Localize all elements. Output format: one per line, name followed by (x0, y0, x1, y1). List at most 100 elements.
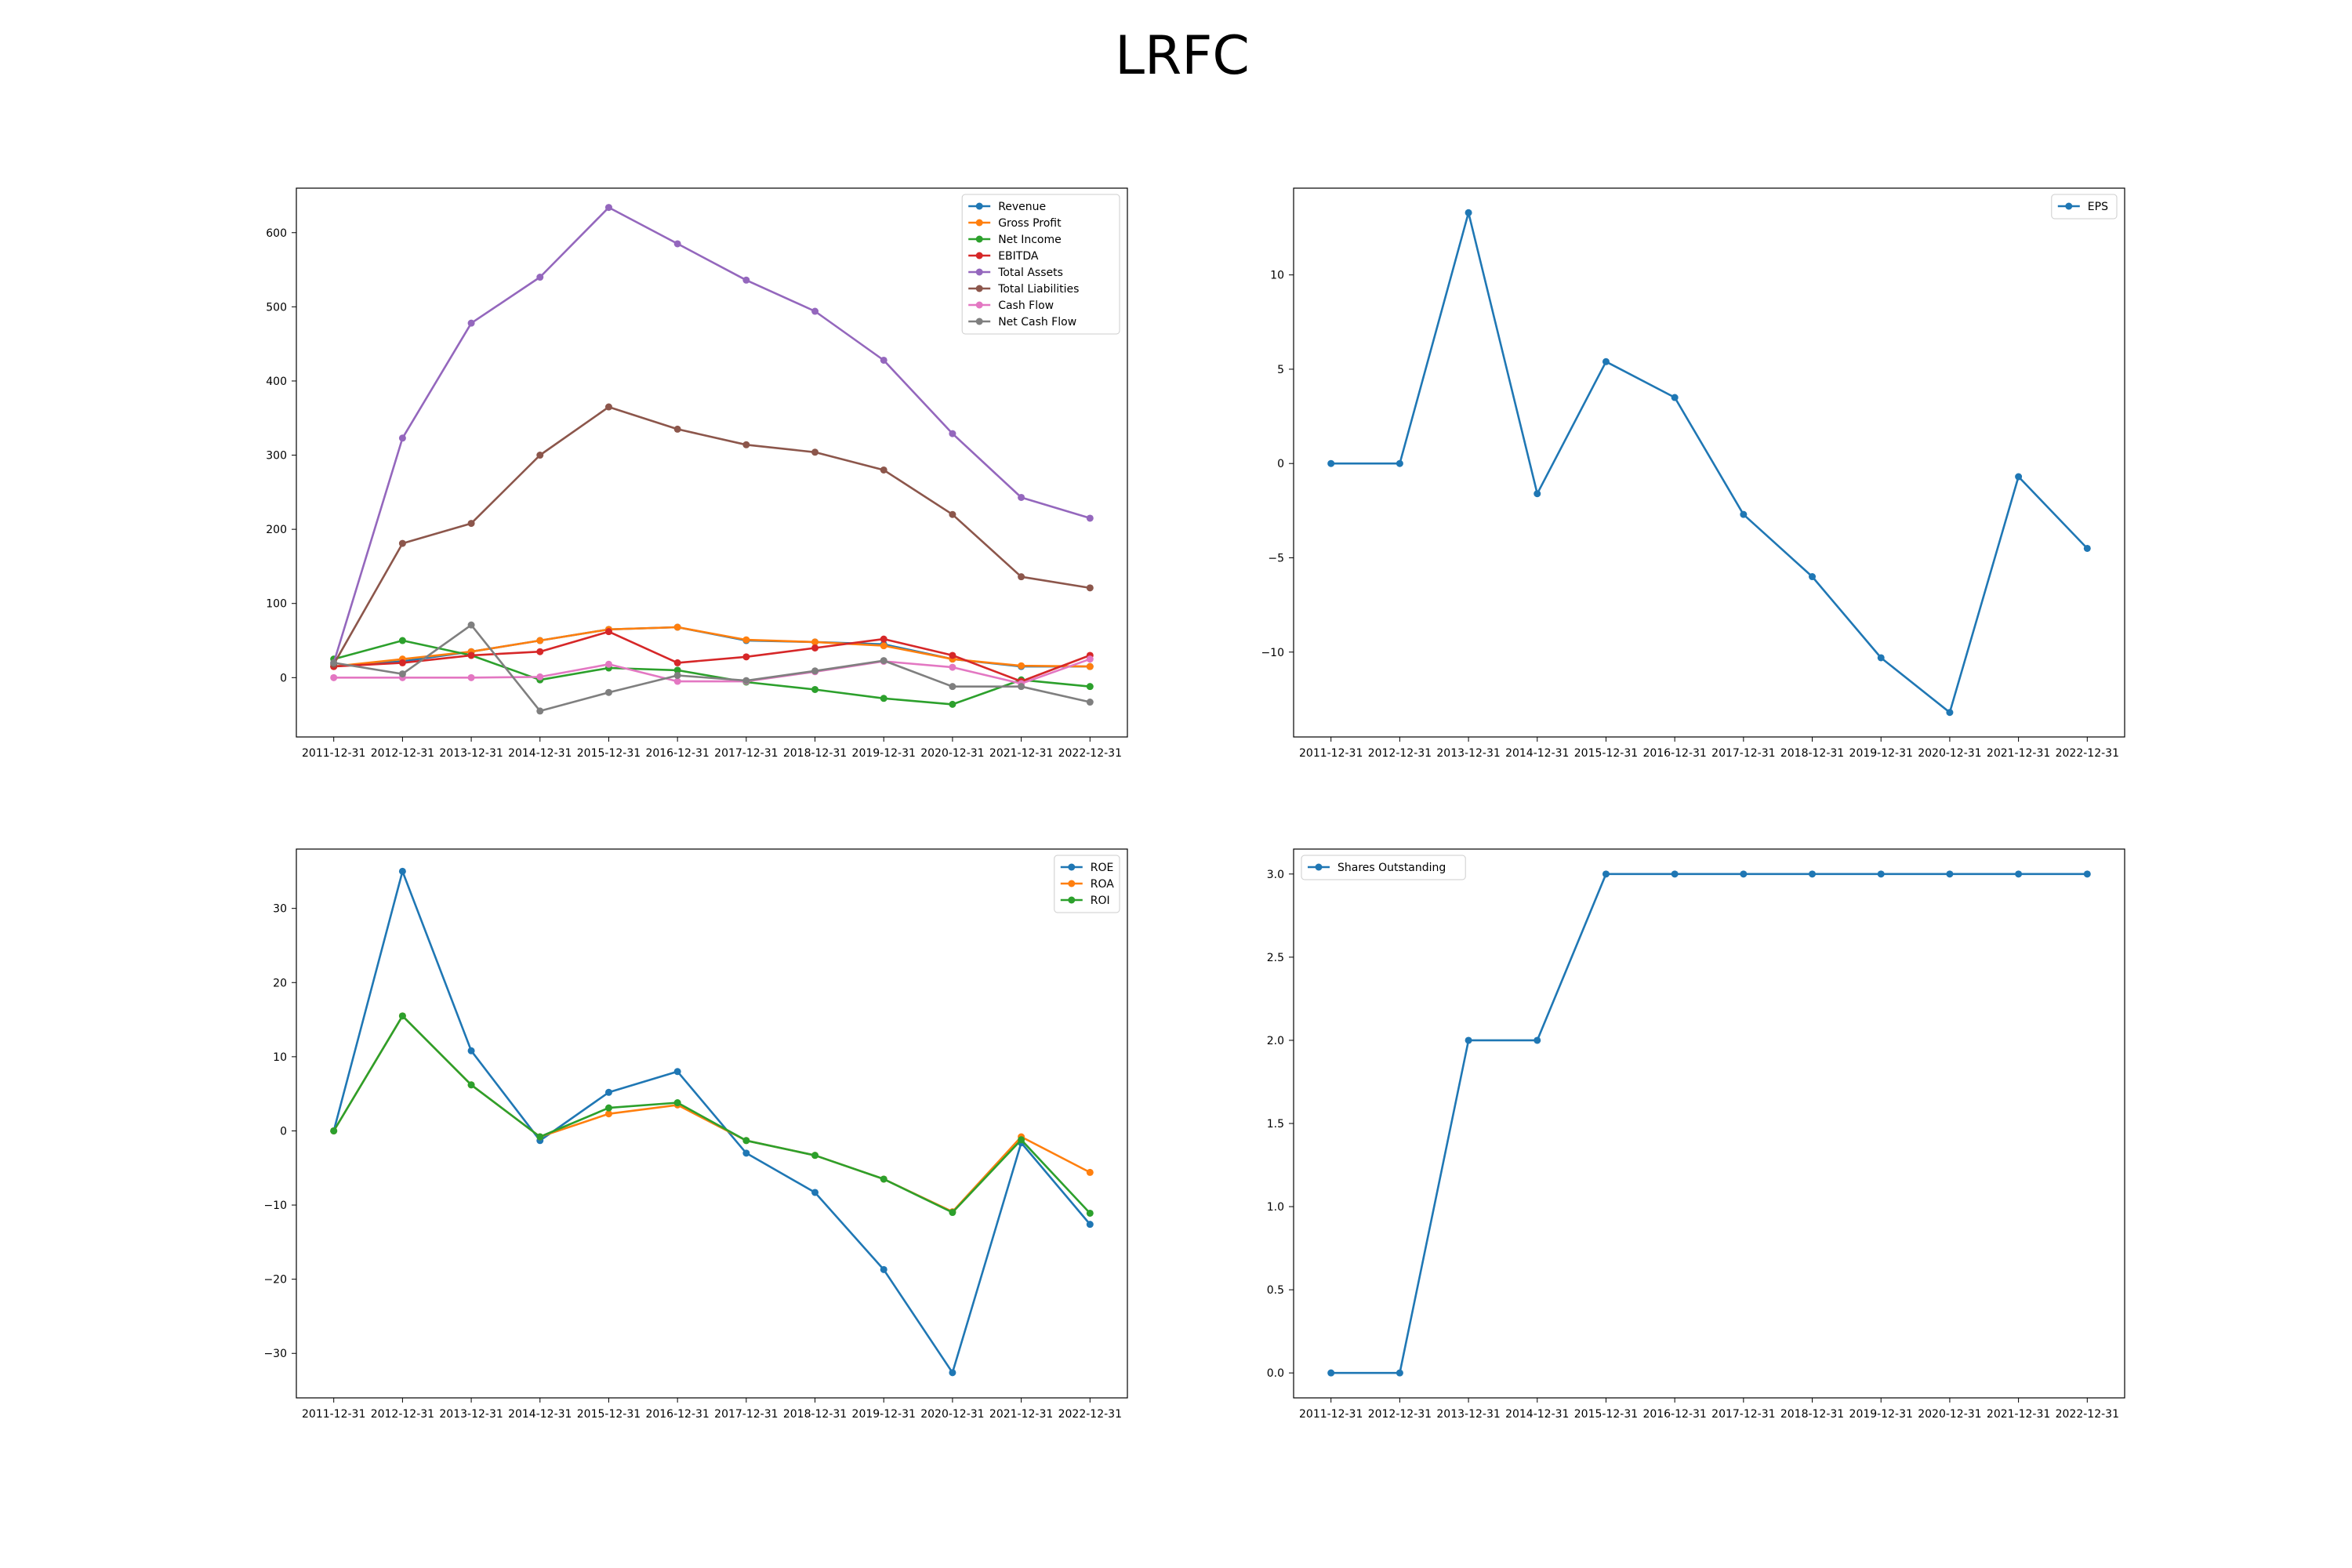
data-point (1086, 584, 1094, 592)
axes-frame (296, 848, 1128, 1399)
data-point (467, 673, 475, 681)
data-point (949, 700, 956, 708)
data-point (467, 520, 475, 528)
series-line (333, 658, 1091, 685)
data-point (604, 204, 612, 212)
y-tick-label: 10 (1270, 270, 1284, 282)
legend-label: ROA (1091, 878, 1115, 891)
data-point (604, 1110, 612, 1118)
data-point (1086, 514, 1094, 522)
data-point (949, 652, 956, 659)
legend-swatch-marker (1315, 863, 1323, 871)
data-point (1602, 870, 1610, 878)
y-tick-label: 3.0 (1267, 869, 1284, 881)
data-point (2083, 544, 2091, 552)
data-point (1396, 1369, 1403, 1377)
data-point (949, 1209, 956, 1217)
data-point (742, 636, 750, 644)
data-point (2015, 473, 2023, 481)
series-line (333, 630, 1091, 683)
x-tick-label: 2019-12-31 (852, 1408, 916, 1421)
financials-panel: 2011-12-31 2012-12-31 2013-12-31 2014-12-31… (266, 187, 1128, 760)
y-tick-label: 0 (280, 1125, 287, 1138)
series-total-liabilities (330, 403, 1094, 668)
data-point (880, 1265, 887, 1273)
series-line (1330, 211, 2089, 714)
data-point (467, 1081, 475, 1089)
x-tick-label: 2012-12-31 (371, 747, 434, 760)
legend-swatch-marker (975, 301, 983, 309)
data-point (673, 623, 681, 631)
data-point (673, 677, 681, 685)
legend-label: Gross Profit (998, 217, 1062, 230)
y-tick-label: 0.0 (1267, 1367, 1284, 1380)
y-tick-label: 0 (1277, 458, 1284, 470)
data-point (536, 648, 544, 655)
data-point (811, 1189, 819, 1196)
y-tick-label: 600 (266, 227, 287, 240)
x-tick-label: 2022-12-31 (1058, 1408, 1122, 1421)
series-eps (1327, 209, 2091, 717)
data-point (949, 683, 956, 691)
data-point (742, 276, 750, 284)
data-point (811, 448, 819, 456)
data-point (1396, 459, 1403, 467)
data-point (742, 1137, 750, 1145)
data-point (673, 1068, 681, 1076)
data-point (880, 356, 887, 364)
x-tick-label: 2021-12-31 (989, 747, 1053, 760)
data-point (811, 644, 819, 652)
x-tick-label: 2012-12-31 (371, 1408, 434, 1421)
data-point (604, 688, 612, 696)
x-tick-label: 2013-12-31 (439, 1408, 503, 1421)
legend-label: EPS (2088, 201, 2108, 213)
y-tick-label: 5 (1277, 364, 1284, 376)
legend-swatch-marker (975, 202, 983, 210)
legend-label: Net Income (998, 234, 1062, 246)
data-point (1671, 394, 1679, 401)
y-tick-label: −10 (1261, 647, 1284, 659)
data-point (811, 307, 819, 315)
x-tick-label: 2014-12-31 (1505, 1408, 1569, 1421)
legend-swatch-marker (975, 235, 983, 243)
data-point (1465, 1036, 1472, 1044)
ratios-panel: 2011-12-31 2012-12-31 2013-12-31 2014-12-31… (263, 848, 1128, 1421)
data-point (1086, 662, 1094, 670)
data-point (1018, 573, 1025, 581)
data-point (1465, 209, 1472, 216)
series-roi (330, 1012, 1094, 1217)
data-point (811, 685, 819, 693)
data-point (811, 1152, 819, 1160)
data-point (398, 1012, 406, 1020)
y-tick-label: 0 (280, 672, 287, 684)
x-tick-label: 2011-12-31 (302, 1408, 365, 1421)
data-point (1534, 490, 1541, 498)
data-point (536, 274, 544, 281)
data-point (1086, 699, 1094, 706)
data-point (398, 670, 406, 678)
x-tick-label: 2013-12-31 (1436, 747, 1500, 760)
x-tick-label: 2018-12-31 (783, 1408, 847, 1421)
data-point (1327, 1369, 1335, 1377)
x-tick-label: 2011-12-31 (1299, 1408, 1363, 1421)
x-tick-label: 2015-12-31 (1574, 1408, 1638, 1421)
data-point (742, 653, 750, 661)
data-point (398, 434, 406, 442)
y-tick-label: 10 (273, 1051, 287, 1064)
data-point (604, 628, 612, 636)
y-tick-label: 500 (266, 301, 287, 314)
data-point (949, 510, 956, 518)
data-point (1602, 358, 1610, 365)
data-point (467, 319, 475, 327)
data-point (673, 1099, 681, 1107)
x-tick-label: 2014-12-31 (508, 1408, 572, 1421)
legend: ROE ROA ROI (1054, 855, 1120, 913)
y-tick-label: 300 (266, 450, 287, 463)
data-point (467, 621, 475, 629)
chart-panels: 2011-12-31 2012-12-31 2013-12-31 2014-12-31… (263, 187, 2125, 1421)
series-line (332, 206, 1091, 663)
y-tick-label: −5 (1268, 552, 1284, 564)
x-tick-label: 2018-12-31 (783, 747, 847, 760)
data-point (604, 1104, 612, 1112)
data-point (949, 430, 956, 437)
